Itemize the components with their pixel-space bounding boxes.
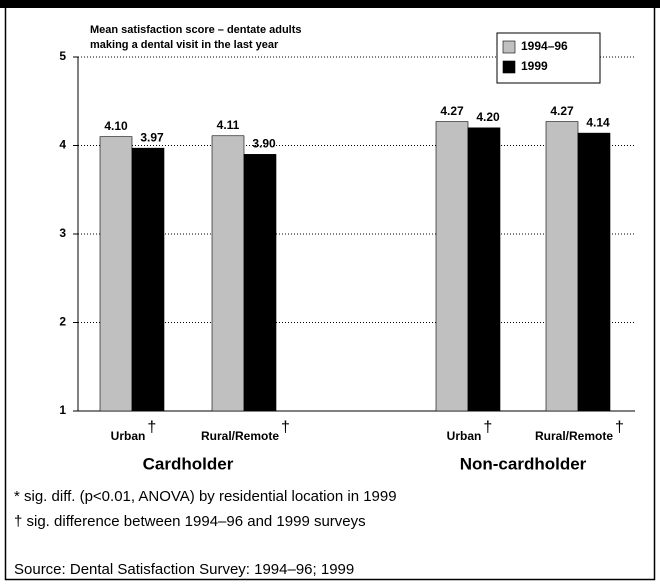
y-tick-label: 3 xyxy=(59,226,66,240)
y-axis-label: making a dental visit in the last year xyxy=(90,39,279,51)
bar xyxy=(435,121,469,412)
x-tick-label: Urban xyxy=(447,429,482,443)
value-label: 4.11 xyxy=(217,118,240,132)
y-axis-label: Mean satisfaction score – dentate adults xyxy=(90,24,302,36)
value-label: 4.14 xyxy=(586,115,610,129)
title-bar xyxy=(0,0,660,8)
x-tick-label: Rural/Remote xyxy=(535,429,613,443)
bar xyxy=(99,136,133,412)
value-label: 4.27 xyxy=(550,104,574,118)
value-label: 3.90 xyxy=(252,137,276,151)
significance-marker: † xyxy=(147,419,156,436)
group-label: Non-cardholder xyxy=(460,454,587,473)
value-label: 4.20 xyxy=(476,110,500,124)
legend-swatch xyxy=(502,40,516,54)
value-label: 4.10 xyxy=(104,119,128,133)
legend-swatch xyxy=(502,60,516,74)
footnote: Source: Dental Satisfaction Survey: 1994… xyxy=(14,561,354,578)
significance-marker: † xyxy=(615,419,624,436)
significance-marker: † xyxy=(281,419,290,436)
y-tick-label: 4 xyxy=(59,138,66,152)
footnote: * sig. diff. (p<0.01, ANOVA) by resident… xyxy=(14,488,397,505)
group-label: Cardholder xyxy=(143,454,234,473)
bar xyxy=(467,127,501,412)
value-label: 4.27 xyxy=(440,104,464,118)
bar xyxy=(131,147,165,412)
legend-label: 1994–96 xyxy=(521,39,568,53)
bar xyxy=(211,135,245,412)
bar xyxy=(577,132,611,412)
footnote: † sig. difference between 1994–96 and 19… xyxy=(14,513,366,530)
bar xyxy=(243,154,277,412)
y-tick-label: 2 xyxy=(59,315,66,329)
significance-marker: † xyxy=(483,419,492,436)
value-label: 3.97 xyxy=(140,130,164,144)
legend-label: 1999 xyxy=(521,59,548,73)
bar xyxy=(545,121,579,412)
y-tick-label: 1 xyxy=(59,403,66,417)
frame xyxy=(4,0,656,581)
x-tick-label: Urban xyxy=(111,429,146,443)
x-tick-label: Rural/Remote xyxy=(201,429,279,443)
y-tick-label: 5 xyxy=(59,49,66,63)
